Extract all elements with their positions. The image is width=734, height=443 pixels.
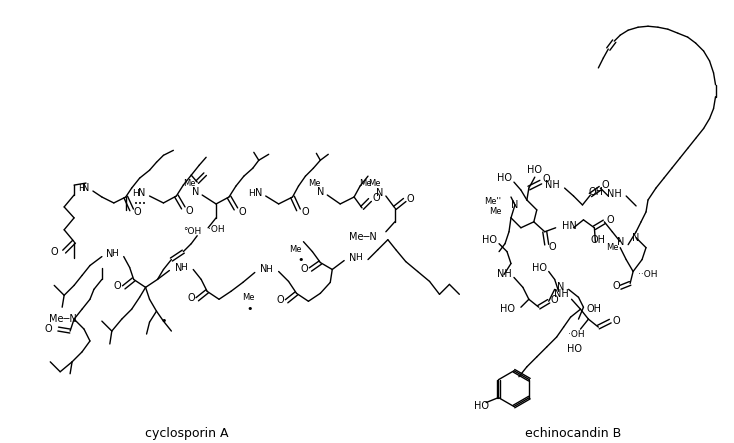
Text: Me: Me xyxy=(368,179,380,187)
Text: N: N xyxy=(255,188,263,198)
Text: O: O xyxy=(301,264,308,275)
Text: N: N xyxy=(192,187,199,197)
Text: •: • xyxy=(160,316,167,326)
Text: O: O xyxy=(187,293,195,303)
Text: HN: HN xyxy=(562,221,576,231)
Text: NH: NH xyxy=(554,289,569,299)
Text: O: O xyxy=(114,281,122,291)
Text: N: N xyxy=(138,188,145,198)
Text: O: O xyxy=(302,207,309,217)
Text: H: H xyxy=(180,263,186,272)
Text: H: H xyxy=(248,189,255,198)
Text: Me: Me xyxy=(183,179,195,187)
Text: HO: HO xyxy=(531,263,547,272)
Text: HO: HO xyxy=(473,400,489,411)
Text: N: N xyxy=(633,233,640,243)
Text: O: O xyxy=(134,207,142,217)
Text: NH: NH xyxy=(497,269,512,280)
Text: Me: Me xyxy=(308,179,321,187)
Text: echinocandin B: echinocandin B xyxy=(526,427,622,440)
Text: Me: Me xyxy=(243,293,255,302)
Text: O: O xyxy=(612,281,620,291)
Text: Me: Me xyxy=(490,207,502,216)
Text: ··OH: ··OH xyxy=(639,270,658,279)
Text: O: O xyxy=(186,206,193,216)
Text: •: • xyxy=(297,255,304,264)
Text: OH: OH xyxy=(591,235,606,245)
Text: HO: HO xyxy=(500,304,515,314)
Text: °OH: °OH xyxy=(183,227,201,236)
Text: O: O xyxy=(549,241,556,252)
Text: N: N xyxy=(349,253,357,263)
Text: O: O xyxy=(612,316,620,326)
Text: O: O xyxy=(277,295,284,305)
Text: Me─N: Me─N xyxy=(349,232,377,242)
Text: O: O xyxy=(407,194,415,204)
Text: N: N xyxy=(175,263,182,272)
Text: NH: NH xyxy=(607,189,622,199)
Text: N: N xyxy=(617,237,624,247)
Text: Me─N: Me─N xyxy=(49,314,77,324)
Text: OH: OH xyxy=(589,187,604,197)
Text: NH: NH xyxy=(545,180,560,190)
Text: H: H xyxy=(112,249,118,258)
Text: •: • xyxy=(247,304,253,314)
Text: HO: HO xyxy=(482,235,497,245)
Text: O: O xyxy=(45,324,52,334)
Text: HO: HO xyxy=(527,165,542,175)
Text: H: H xyxy=(265,265,272,274)
Text: O: O xyxy=(606,215,614,225)
Text: Me: Me xyxy=(606,243,619,252)
Text: ·OH: ·OH xyxy=(568,330,585,338)
Text: cyclosporin A: cyclosporin A xyxy=(145,427,228,440)
Text: N: N xyxy=(260,264,267,275)
Text: H: H xyxy=(132,189,139,198)
Text: N: N xyxy=(316,187,324,197)
Text: N: N xyxy=(377,188,384,198)
Text: N: N xyxy=(557,282,564,292)
Text: Me: Me xyxy=(359,179,371,187)
Text: O: O xyxy=(51,247,58,256)
Text: Me'': Me'' xyxy=(484,198,501,206)
Text: N: N xyxy=(82,183,90,193)
Text: O: O xyxy=(543,174,550,184)
Text: N: N xyxy=(512,200,519,210)
Text: H: H xyxy=(78,183,84,193)
Text: O: O xyxy=(372,193,379,203)
Text: O: O xyxy=(601,180,609,190)
Text: ·OH: ·OH xyxy=(208,225,225,234)
Text: O: O xyxy=(550,295,559,305)
Text: H: H xyxy=(355,253,361,262)
Text: O: O xyxy=(238,207,246,217)
Text: HO: HO xyxy=(497,173,512,183)
Text: Me: Me xyxy=(289,245,302,254)
Text: OH: OH xyxy=(587,304,602,314)
Text: N: N xyxy=(106,249,114,259)
Text: HO: HO xyxy=(567,344,582,354)
Text: •••: ••• xyxy=(134,201,145,207)
